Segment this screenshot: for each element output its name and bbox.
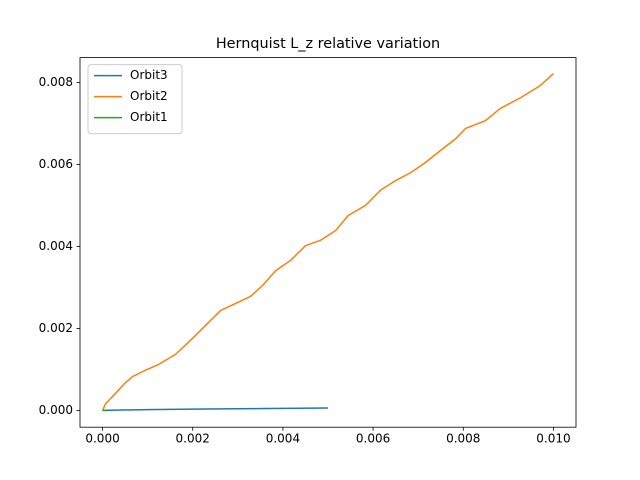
legend: Orbit3 Orbit2 Orbit1 <box>87 64 183 135</box>
chart-title: Hernquist L_z relative variation <box>216 36 440 52</box>
series-line <box>102 407 329 412</box>
series-line <box>101 73 554 411</box>
y-tick-label: 0.000 <box>39 403 73 417</box>
y-tick-label: 0.004 <box>39 239 73 253</box>
legend-label: Orbit2 <box>130 89 168 103</box>
legend-box <box>87 64 183 135</box>
plot-frame <box>79 57 577 428</box>
x-tick-label: 0.010 <box>536 432 570 446</box>
x-tick-label: 0.008 <box>446 432 480 446</box>
legend-label: Orbit3 <box>130 68 168 82</box>
y-tick-label: 0.008 <box>39 75 73 89</box>
y-tick-label: 0.002 <box>39 321 73 335</box>
x-tick-label: 0.002 <box>176 432 210 446</box>
legend-label: Orbit1 <box>130 110 168 124</box>
x-tick-label: 0.006 <box>356 432 390 446</box>
x-tick-label: 0.004 <box>266 432 300 446</box>
y-tick-label: 0.006 <box>39 157 73 171</box>
x-tick-label: 0.000 <box>85 432 119 446</box>
